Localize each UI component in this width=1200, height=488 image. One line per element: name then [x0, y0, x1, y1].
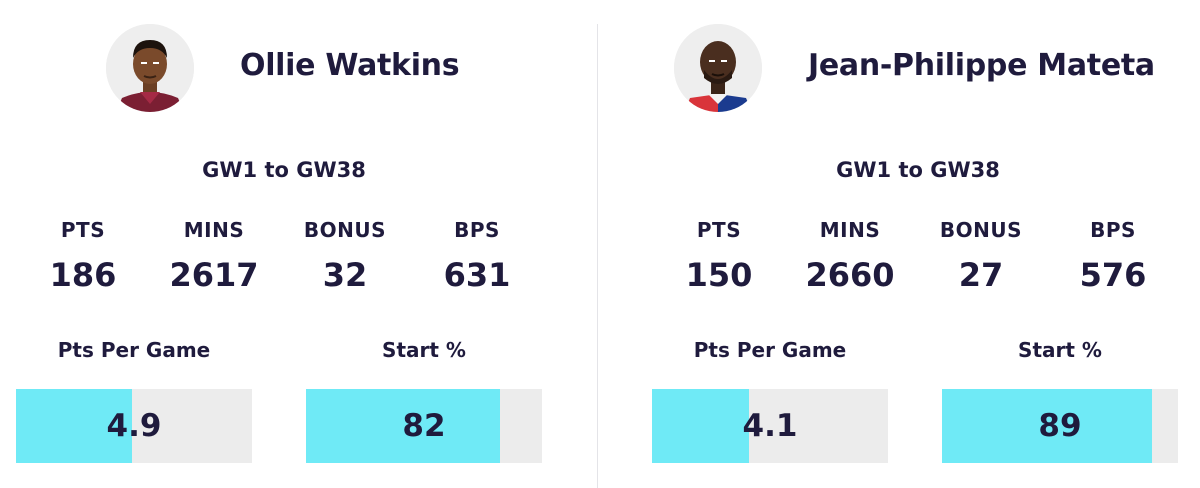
stat-value: 576 [1079, 256, 1147, 294]
player-name: Ollie Watkins [240, 48, 460, 83]
stat-label: BPS [1090, 218, 1136, 242]
pts-per-game-bar: 4.1 [652, 389, 888, 463]
bar-value: 4.1 [742, 408, 798, 444]
stat-label: MINS [819, 218, 881, 242]
stat-label: BPS [454, 218, 500, 242]
start-percent-label: Start % [382, 338, 466, 362]
start-percent-bar: 89 [942, 389, 1178, 463]
gameweek-range: GW1 to GW38 [202, 158, 366, 182]
bar-fill [942, 389, 1153, 463]
player-name: Jean-Philippe Mateta [808, 48, 1155, 83]
bar-fill [16, 389, 132, 463]
stat-label: PTS [696, 218, 742, 242]
stat-label: PTS [60, 218, 106, 242]
bar-value: 82 [402, 408, 446, 444]
player-panel-2: Jean-Philippe Mateta GW1 to GW38 PTS 150… [652, 0, 1200, 488]
bar-fill [652, 389, 749, 463]
stat-value: 2660 [805, 256, 895, 294]
stat-value: 32 [322, 256, 368, 294]
stat-label: MINS [183, 218, 245, 242]
start-percent-bar: 82 [306, 389, 542, 463]
bar-fill [306, 389, 500, 463]
stat-value: 2617 [169, 256, 259, 294]
pts-per-game-bar: 4.9 [16, 389, 252, 463]
stat-label: BONUS [303, 218, 387, 242]
divider [597, 24, 598, 488]
stat-value: 631 [443, 256, 511, 294]
player-avatar [106, 24, 194, 112]
stat-value: 186 [49, 256, 117, 294]
stat-value: 27 [958, 256, 1004, 294]
player-avatar [674, 24, 762, 112]
pts-per-game-label: Pts Per Game [57, 338, 211, 362]
start-percent-label: Start % [1018, 338, 1102, 362]
bar-value: 4.9 [106, 408, 162, 444]
player-portrait-icon [674, 24, 762, 112]
pts-per-game-label: Pts Per Game [693, 338, 847, 362]
player-panel-1: Ollie Watkins GW1 to GW38 PTS 186 MINS 2… [16, 0, 576, 488]
stat-label: BONUS [939, 218, 1023, 242]
player-portrait-icon [106, 24, 194, 112]
stat-value: 150 [685, 256, 753, 294]
bar-value: 89 [1038, 408, 1082, 444]
gameweek-range: GW1 to GW38 [836, 158, 1000, 182]
